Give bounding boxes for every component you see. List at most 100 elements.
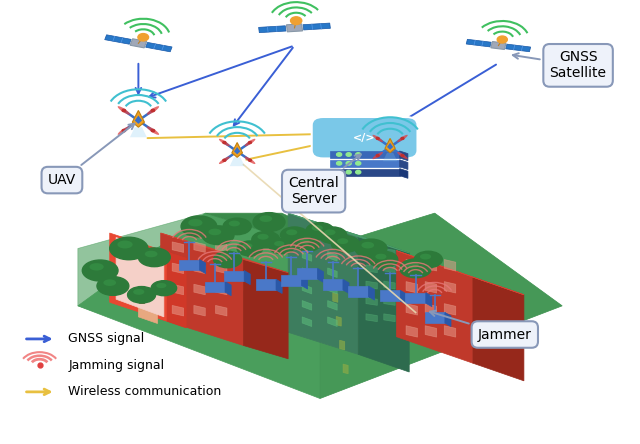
Polygon shape — [466, 40, 491, 47]
Polygon shape — [406, 326, 417, 337]
Circle shape — [401, 155, 404, 157]
Ellipse shape — [219, 254, 230, 259]
Polygon shape — [194, 284, 205, 295]
Ellipse shape — [244, 139, 255, 147]
Ellipse shape — [151, 281, 177, 296]
Polygon shape — [380, 290, 400, 301]
Polygon shape — [400, 290, 406, 305]
Polygon shape — [337, 270, 349, 274]
Polygon shape — [132, 111, 145, 127]
Polygon shape — [425, 304, 436, 315]
Polygon shape — [424, 313, 445, 323]
Polygon shape — [317, 268, 324, 282]
Ellipse shape — [319, 227, 347, 243]
Ellipse shape — [237, 241, 262, 256]
Polygon shape — [330, 151, 399, 158]
Ellipse shape — [332, 236, 360, 252]
Polygon shape — [216, 242, 227, 253]
Polygon shape — [247, 250, 252, 256]
Polygon shape — [387, 143, 393, 150]
Polygon shape — [328, 252, 337, 261]
Polygon shape — [196, 229, 202, 236]
Polygon shape — [109, 233, 167, 321]
Polygon shape — [279, 248, 284, 254]
Polygon shape — [320, 213, 562, 398]
Polygon shape — [406, 304, 417, 315]
Ellipse shape — [83, 260, 118, 281]
Polygon shape — [234, 147, 241, 155]
Polygon shape — [251, 266, 253, 274]
Polygon shape — [328, 235, 337, 245]
Circle shape — [248, 142, 252, 143]
Ellipse shape — [202, 226, 234, 245]
Polygon shape — [172, 242, 184, 253]
Polygon shape — [146, 42, 172, 52]
Polygon shape — [413, 270, 418, 277]
Ellipse shape — [133, 289, 145, 295]
Polygon shape — [225, 281, 231, 296]
Polygon shape — [426, 262, 431, 267]
Ellipse shape — [274, 241, 284, 246]
Polygon shape — [287, 24, 303, 32]
Polygon shape — [396, 251, 473, 363]
Polygon shape — [384, 314, 395, 322]
Ellipse shape — [372, 152, 383, 159]
Ellipse shape — [399, 259, 431, 278]
Polygon shape — [303, 23, 330, 30]
Polygon shape — [126, 251, 131, 259]
Polygon shape — [302, 252, 312, 261]
Polygon shape — [224, 270, 244, 281]
Polygon shape — [366, 314, 378, 322]
Polygon shape — [297, 268, 317, 279]
Ellipse shape — [90, 263, 104, 270]
Polygon shape — [216, 263, 227, 274]
Polygon shape — [435, 275, 479, 345]
Ellipse shape — [188, 219, 202, 226]
Ellipse shape — [118, 126, 130, 135]
Polygon shape — [205, 281, 225, 292]
Polygon shape — [366, 265, 378, 273]
Polygon shape — [194, 242, 205, 253]
Circle shape — [122, 129, 125, 132]
Ellipse shape — [375, 254, 387, 259]
Polygon shape — [250, 264, 276, 275]
Polygon shape — [330, 169, 399, 176]
Polygon shape — [180, 262, 384, 330]
Polygon shape — [282, 273, 333, 345]
Ellipse shape — [209, 229, 221, 235]
Ellipse shape — [420, 254, 431, 259]
Polygon shape — [301, 275, 308, 289]
Polygon shape — [161, 233, 288, 273]
Text: UAV: UAV — [48, 123, 134, 187]
Ellipse shape — [406, 262, 419, 268]
FancyBboxPatch shape — [312, 117, 417, 159]
Circle shape — [497, 36, 508, 43]
Polygon shape — [255, 279, 276, 290]
Polygon shape — [425, 259, 436, 271]
Circle shape — [356, 162, 361, 165]
Circle shape — [346, 162, 351, 165]
Circle shape — [138, 34, 148, 41]
Circle shape — [356, 153, 361, 156]
Ellipse shape — [252, 231, 280, 248]
Ellipse shape — [324, 230, 335, 235]
Polygon shape — [235, 228, 240, 234]
Polygon shape — [276, 279, 282, 293]
Polygon shape — [263, 242, 268, 247]
Ellipse shape — [253, 213, 285, 231]
Polygon shape — [383, 153, 397, 161]
Polygon shape — [491, 42, 506, 49]
Polygon shape — [444, 304, 456, 315]
Polygon shape — [333, 293, 338, 302]
Ellipse shape — [414, 251, 442, 268]
Polygon shape — [332, 261, 342, 265]
Polygon shape — [323, 279, 343, 290]
Polygon shape — [320, 242, 384, 330]
Polygon shape — [384, 281, 395, 289]
Polygon shape — [244, 270, 250, 285]
Polygon shape — [266, 271, 269, 279]
Polygon shape — [366, 249, 378, 257]
Polygon shape — [385, 139, 396, 153]
Polygon shape — [406, 259, 417, 271]
Ellipse shape — [147, 106, 159, 115]
